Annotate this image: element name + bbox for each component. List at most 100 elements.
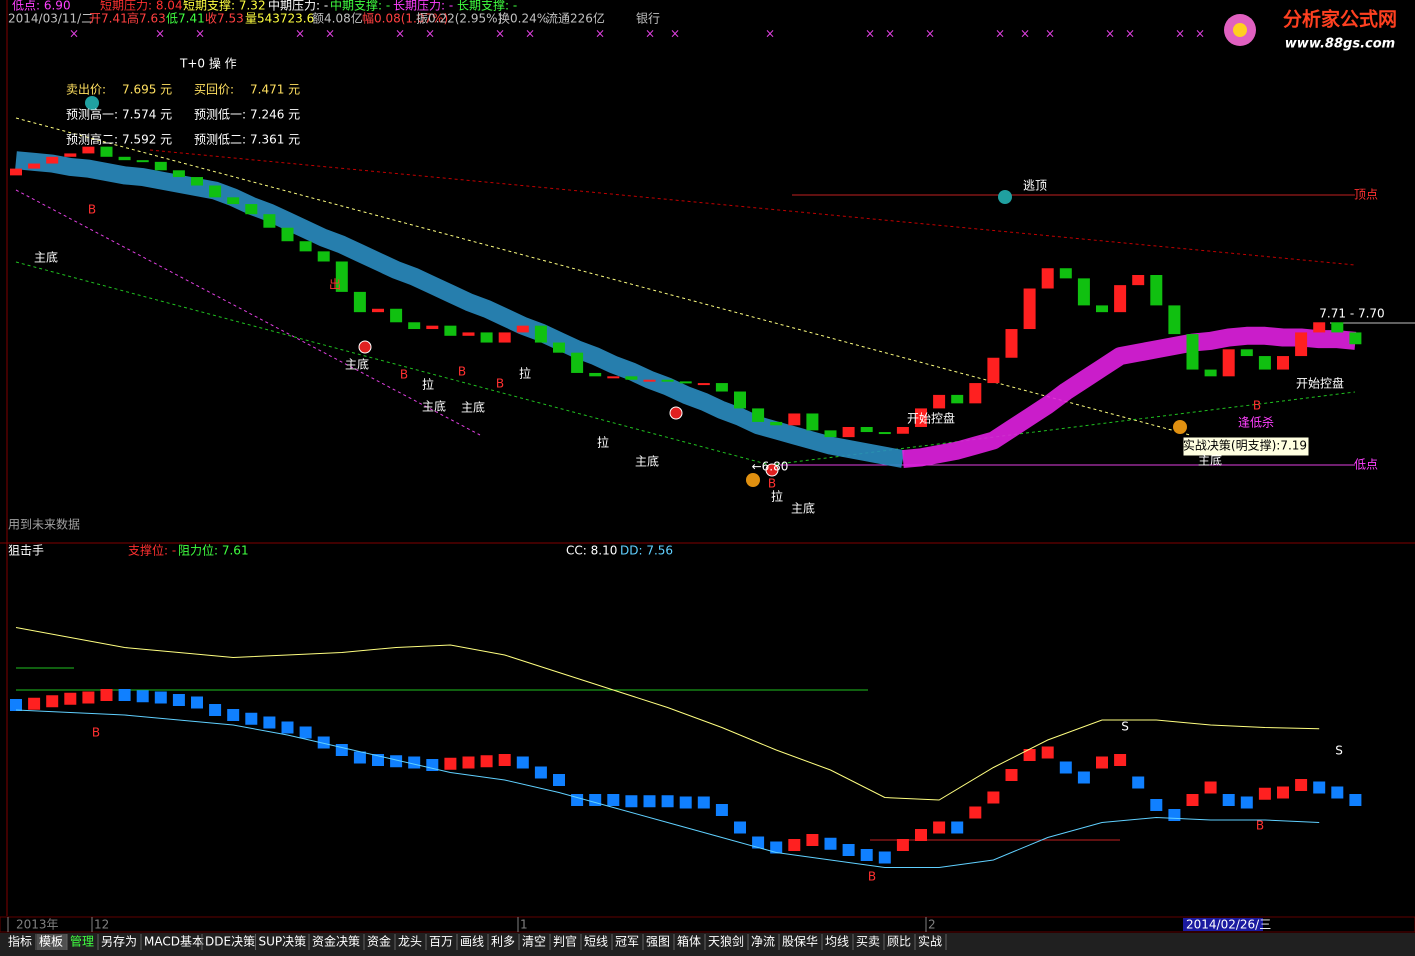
toolbar-tab[interactable]: MACD基本 <box>144 935 204 949</box>
candle <box>462 332 475 336</box>
indicator-bar <box>553 774 565 786</box>
x-axis-label: 2013年 <box>16 918 59 932</box>
candle <box>1005 329 1018 358</box>
marker: × <box>495 27 505 41</box>
indicator-bar <box>806 834 819 846</box>
annotation: 出 <box>329 278 341 292</box>
lower-annotation: S <box>1335 744 1343 758</box>
toolbar-tab[interactable]: 买卖 <box>856 935 880 949</box>
header-item: 量543723.6 <box>245 12 314 26</box>
indicator-bar <box>625 795 638 808</box>
toolbar-tab[interactable]: 均线 <box>825 935 849 949</box>
indicator-bar <box>281 721 294 734</box>
toolbar-tab[interactable]: 另存为 <box>101 935 137 949</box>
toolbar-tab[interactable]: 画线 <box>460 935 484 949</box>
annotation: 拉 <box>422 377 434 392</box>
indicator-bar <box>317 736 330 749</box>
lower-annotation: B <box>1256 819 1264 833</box>
indicator-bar <box>1005 769 1018 781</box>
candle <box>734 391 746 409</box>
lower-header: CC: 8.10 <box>566 544 617 558</box>
candle <box>1295 332 1308 357</box>
x-axis-label: 1 <box>520 918 528 932</box>
icon <box>85 96 99 110</box>
toolbar-tab[interactable]: 指标 <box>8 934 32 949</box>
header-item: 中期压力: - <box>268 0 328 13</box>
toolbar-tab[interactable]: 顾比 <box>887 935 911 949</box>
toolbar-tab[interactable]: SUP决策 <box>259 935 307 949</box>
toolbar-tab[interactable]: 百万 <box>429 935 453 949</box>
marker: × <box>1045 27 1055 41</box>
indicator-bar <box>878 851 891 864</box>
candle <box>1041 268 1054 289</box>
indicator-bar <box>1077 771 1090 784</box>
candle <box>335 261 348 292</box>
indicator-bar <box>245 712 258 725</box>
indicator-bar <box>661 795 674 808</box>
header-item: 开7.41 <box>89 12 128 26</box>
header-item: 2014/03/11/二 <box>8 12 93 26</box>
header-item: 低7.41 <box>166 12 205 26</box>
indicator-bar <box>209 704 222 716</box>
toolbar-tab[interactable]: 短线 <box>584 935 608 949</box>
toolbar-tab[interactable]: 净流 <box>751 935 775 949</box>
candle <box>28 163 41 169</box>
toolbar-tab[interactable]: 管理 <box>70 934 94 949</box>
annotation: 拉 <box>597 435 609 450</box>
candle <box>842 426 855 438</box>
toolbar-tab[interactable]: 强图 <box>646 935 670 949</box>
annotation: B <box>400 368 408 382</box>
toolbar-tab[interactable]: 龙头 <box>398 935 422 949</box>
indicator-bar <box>1313 781 1326 794</box>
indicator-bar <box>788 839 801 851</box>
indicator-bar <box>1331 786 1344 799</box>
candle <box>82 146 95 154</box>
indicator-bar <box>498 754 511 766</box>
indicator-bar <box>335 744 348 756</box>
toolbar-tab[interactable]: 实战 <box>918 934 942 949</box>
candle <box>1313 322 1326 333</box>
annotation: 逢低杀 <box>1238 415 1274 430</box>
candle <box>136 160 149 163</box>
toolbar-tab[interactable]: 判官 <box>553 934 577 949</box>
indicator-bar <box>896 839 909 851</box>
toolbar-tab[interactable]: 箱体 <box>677 934 701 949</box>
marker: × <box>525 27 535 41</box>
candle <box>1059 268 1072 279</box>
header-item: 额4.08亿 <box>312 11 363 26</box>
annotation: 7.71 - 7.70 <box>1319 307 1384 321</box>
candle <box>444 325 457 336</box>
candle <box>1258 356 1271 370</box>
candle <box>969 383 982 404</box>
indicator-bar <box>1240 796 1253 809</box>
icon <box>998 190 1012 204</box>
candle <box>1240 349 1253 357</box>
toolbar-tab[interactable]: 利多 <box>491 935 515 949</box>
marker: × <box>995 27 1005 41</box>
x-axis-label: 2 <box>928 918 936 932</box>
indicator-line <box>15 627 1320 801</box>
annotation: 实战决策(明支撑):7.19 <box>1183 438 1307 453</box>
toolbar-tab[interactable]: 资金决策 <box>312 934 360 949</box>
marker: × <box>155 27 165 41</box>
x-axis-bar <box>0 916 1415 933</box>
candle <box>1168 305 1181 335</box>
toolbar-tab[interactable]: DDE决策 <box>205 935 255 949</box>
indicator-bar <box>770 841 783 854</box>
toolbar-tab[interactable]: 股保华 <box>782 935 818 949</box>
indicator-bar <box>172 694 185 706</box>
toolbar-tab[interactable]: 模板 <box>39 935 63 949</box>
indicator-bar <box>82 691 95 704</box>
info-item: 预测高二: <box>66 132 118 147</box>
marker: × <box>1105 27 1115 41</box>
candle <box>1150 275 1163 306</box>
toolbar-tab[interactable]: 冠军 <box>615 935 639 949</box>
indicator-bar <box>969 806 982 819</box>
marker: × <box>295 27 305 41</box>
toolbar-tab[interactable]: 资金 <box>367 934 391 949</box>
annotation: 主底 <box>791 501 815 516</box>
marker: × <box>1175 27 1185 41</box>
toolbar-tab[interactable]: 天狼剑 <box>708 934 744 949</box>
toolbar-tab[interactable]: 清空 <box>522 935 546 949</box>
annotation: 低点 <box>1354 458 1378 472</box>
